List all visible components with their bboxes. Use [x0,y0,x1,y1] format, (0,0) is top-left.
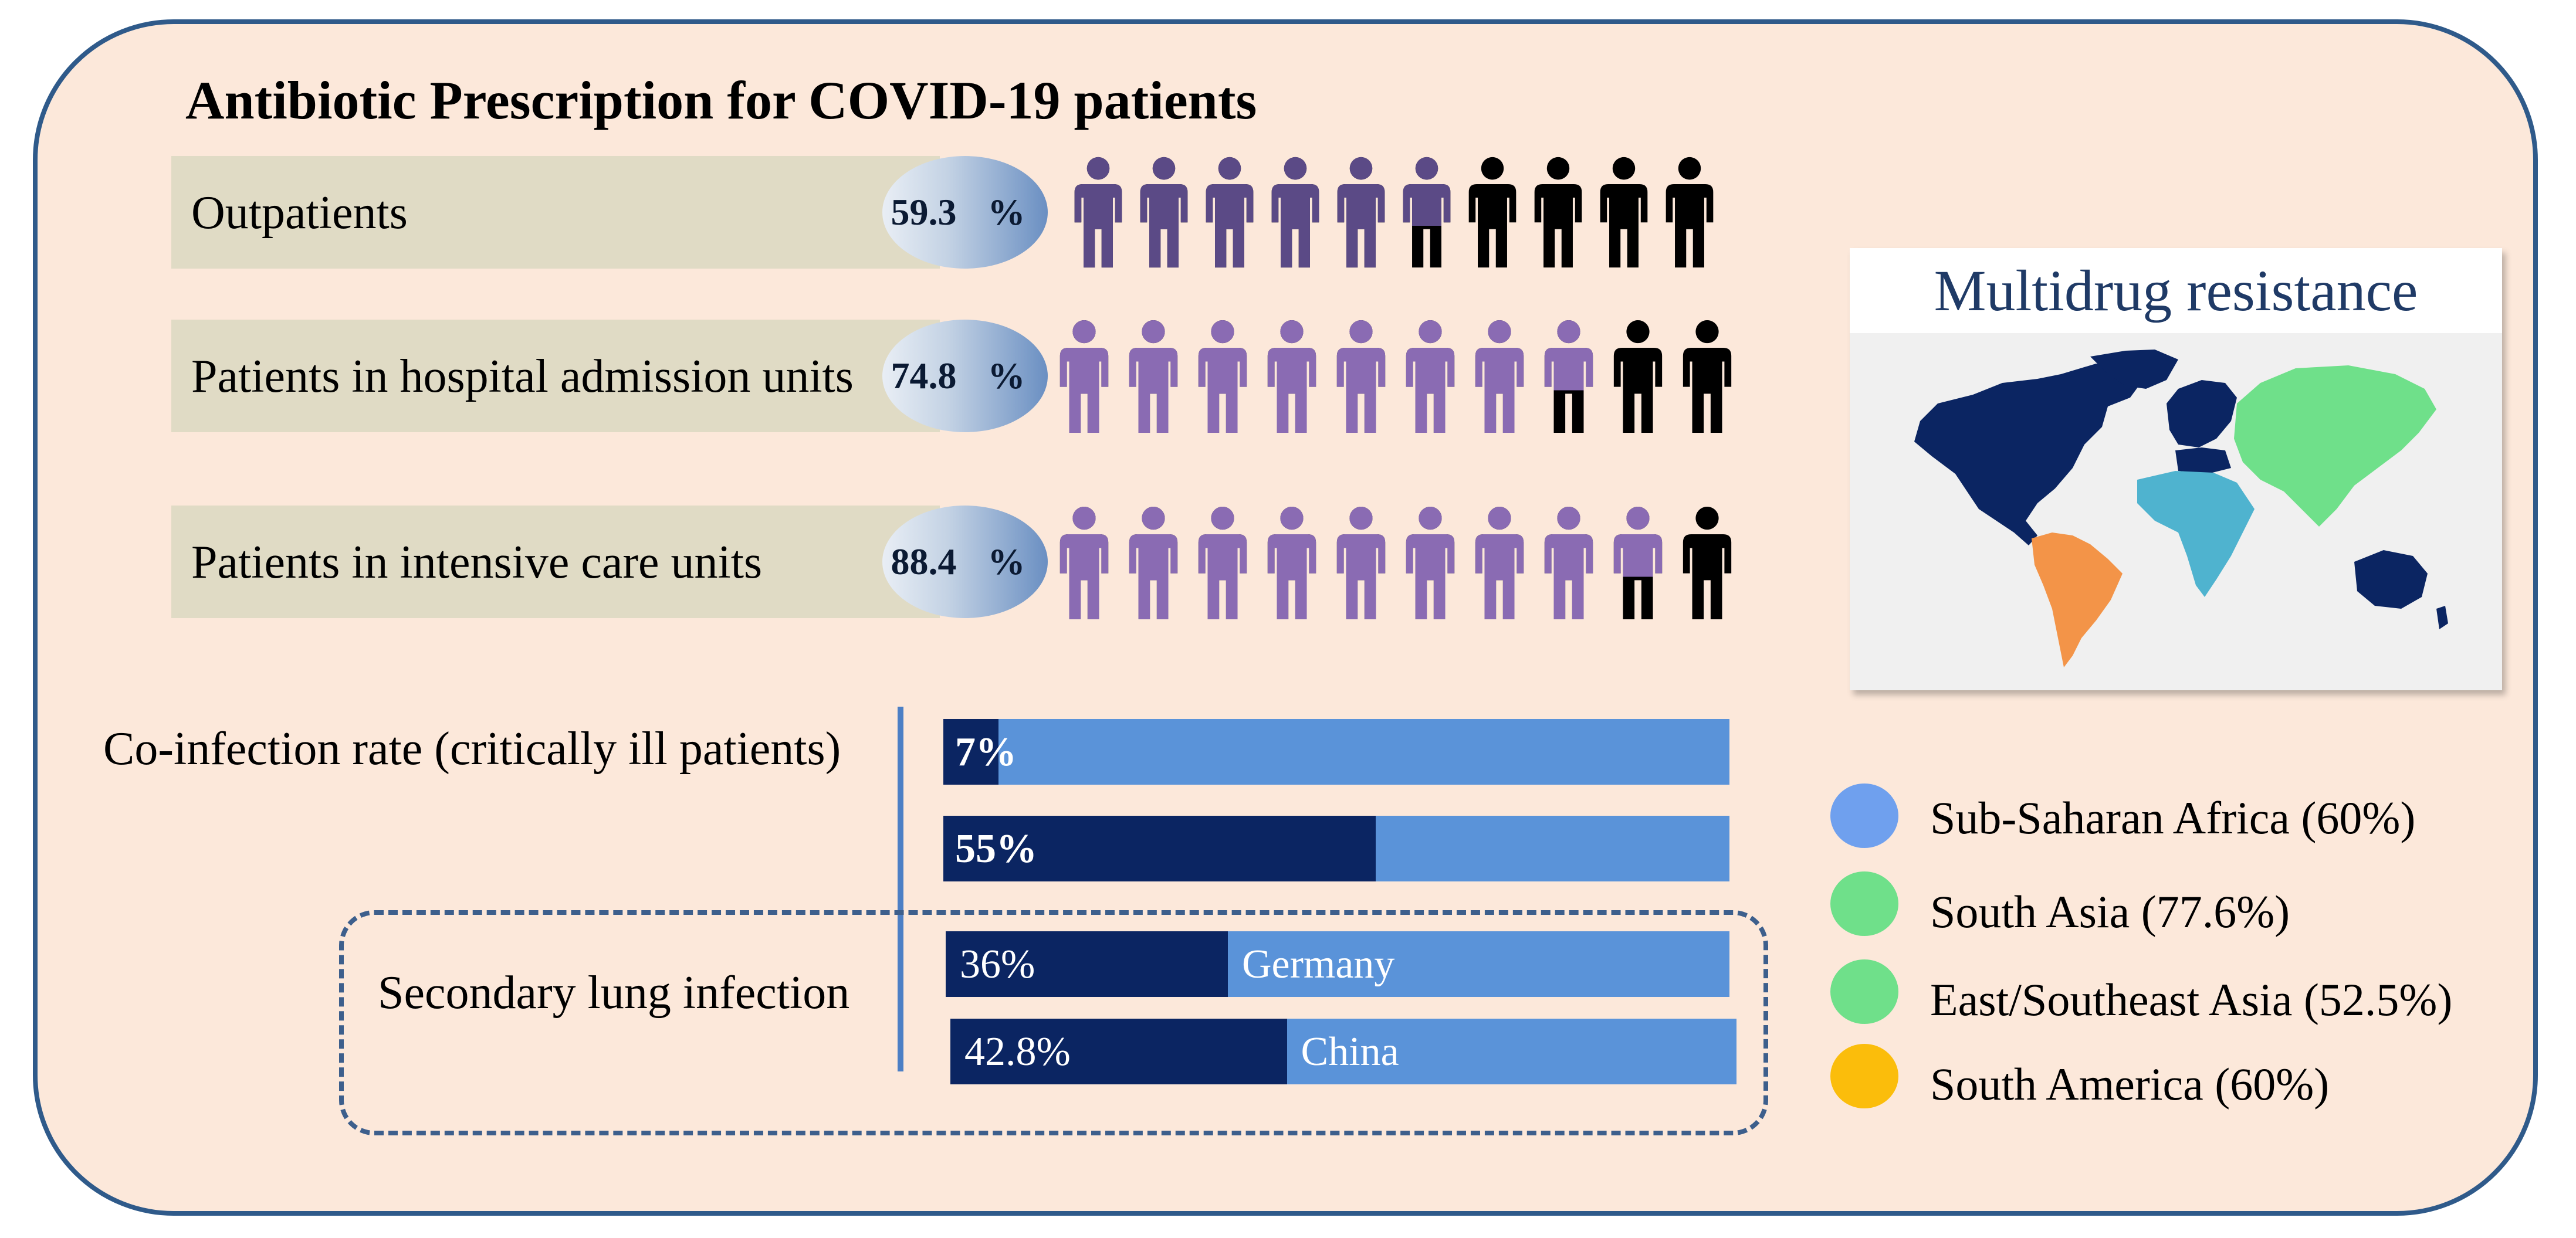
bar-fill [943,816,1376,881]
person-icon [1271,157,1319,268]
person-icon [1600,157,1648,268]
row-label-icu: Patients in intensive care units [191,537,763,588]
north-america-shape [1914,364,2143,545]
legend-dot-sub-saharan-africa [1830,783,1898,848]
band-icu [171,506,940,618]
person-icon [1406,320,1455,433]
person-icon [1544,506,1593,620]
map-title: Multidrug resistance [1850,248,2502,333]
person-icon [1336,320,1386,433]
legend-label-sub-saharan-africa: Sub-Saharan Africa (60%) [1930,792,2416,843]
band-outpatients [171,156,940,269]
person-icon [1475,320,1524,433]
world-map [1914,350,2448,667]
pct-badge-icu: 88.4 % [882,506,1048,618]
legend-label-south-asia: South Asia (77.6%) [1930,886,2290,937]
people-row-outpatients [1070,145,1718,270]
divider-line [898,707,903,1071]
person-icon [1613,506,1663,620]
row-label-outpatients: Outpatients [191,187,408,239]
person-icon [1666,157,1714,268]
country-label: China [1301,1029,1399,1074]
person-icon [1267,320,1316,433]
person-icon [1475,506,1524,620]
person-icon [1059,506,1109,620]
person-icon [1544,320,1593,433]
pct-badge-hospital: 74.8 % [882,320,1048,432]
person-icon [1206,157,1254,268]
row-label-hospital: Patients in hospital admission units [191,351,854,402]
pct-value: 74.8 [891,355,957,396]
people-row-icu [1054,496,1738,620]
pct-sign: % [987,191,1025,233]
band-hospital [171,320,940,432]
person-icon [1406,506,1455,620]
pct-sign: % [987,355,1025,396]
coinfection-label: Co-infection rate (critically ill patien… [103,723,841,775]
secondary-label: Secondary lung infection [378,967,850,1019]
bar-fill [943,719,998,785]
pct-value: 88.4 [891,541,957,582]
south-america-shape [2032,532,2123,667]
greenland-shape [2090,350,2178,389]
person-icon [1198,506,1247,620]
bar-fill [950,1019,1287,1084]
legend-dot-south-america [1830,1044,1898,1108]
person-icon [1336,506,1386,620]
person-icon [1129,320,1178,433]
legend-dot-east-southeast-asia [1830,959,1898,1024]
person-icon [1267,506,1316,620]
pct-value: 59.3 [891,191,957,233]
person-icon [1613,320,1663,433]
europe-shape [2167,380,2237,447]
people-row-hospital [1054,310,1738,434]
page-title: Antibiotic Prescription for COVID-19 pat… [185,70,1257,130]
country-label: Germany [1241,942,1395,987]
person-icon [1403,157,1451,268]
secondary-bar-germany: 36% Germany [946,931,1729,997]
pct-sign: % [987,541,1025,582]
new-zealand-shape [2436,606,2448,629]
person-icon [1468,157,1517,268]
person-icon [1683,320,1732,433]
person-icon [1140,157,1188,268]
map-card: Multidrug resistance [1850,248,2502,690]
north-africa-shape [2175,447,2231,474]
person-icon [1534,157,1582,268]
person-icon [1074,157,1122,268]
person-icon [1129,506,1178,620]
legend-label-south-america: South America (60%) [1930,1059,2330,1110]
asia-shape [2234,365,2436,527]
pct-badge-outpatients: 59.3 % [882,156,1048,269]
person-icon [1059,320,1109,433]
legend-dot-south-asia [1830,871,1898,936]
bar-value: 7% [955,730,1017,775]
coinfection-bar-1: 7% [943,719,1729,785]
secondary-infection-box [339,910,1768,1135]
bar-fill [946,931,1228,997]
bar-value: 55% [955,826,1037,871]
australia-shape [2354,550,2428,609]
person-icon [1337,157,1385,268]
coinfection-bar-2: 55% [943,816,1729,881]
bar-value: 42.8% [964,1029,1071,1074]
bar-value: 36% [960,942,1035,987]
person-icon [1683,506,1732,620]
secondary-bar-china: 42.8% China [950,1019,1736,1084]
legend-label-east-southeast-asia: East/Southeast Asia (52.5%) [1930,974,2453,1025]
person-icon [1198,320,1247,433]
africa-shape [2137,471,2255,597]
